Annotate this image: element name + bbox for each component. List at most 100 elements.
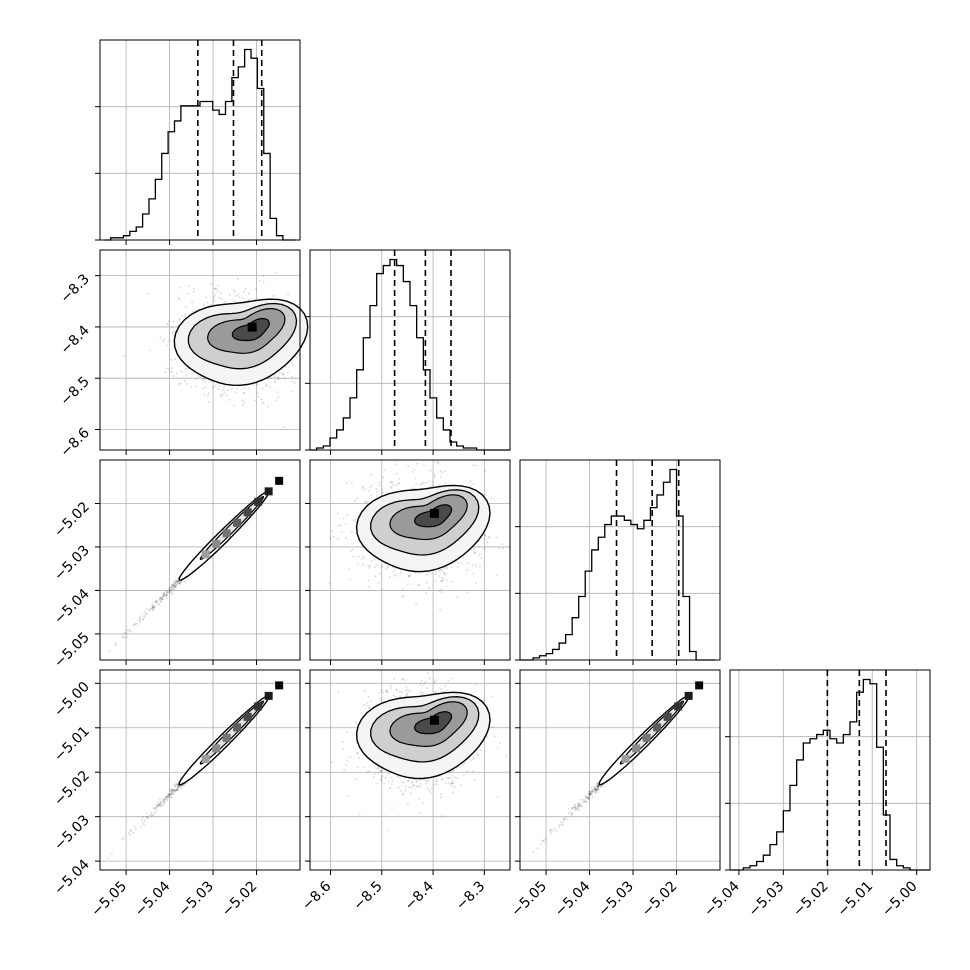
scatter-point [483,547,486,550]
scatter-point [165,590,168,593]
scatter-point [230,388,233,390]
scatter-point [191,310,194,313]
scatter-point [401,588,404,591]
scatter-point [438,590,441,592]
scatter-point [207,394,209,397]
scatter-point [375,494,378,497]
scatter-point [285,366,288,368]
scatter-point [265,385,268,387]
scatter-point [207,391,210,394]
scatter-point [123,632,126,634]
scatter-point [215,288,218,290]
scatter-point [123,354,126,357]
scatter-point [186,578,189,581]
scatter-point [145,812,148,815]
scatter-point [425,581,428,584]
scatter-point [368,567,371,569]
density-cell [275,476,284,485]
density-cell [233,518,242,527]
scatter-point [168,591,171,594]
scatter-point [397,482,400,485]
scatter-point [228,294,231,297]
histogram-step-3 [730,678,930,871]
scatter-point [417,583,420,586]
scatter-point [364,488,367,491]
scatter-point [166,322,169,325]
scatter-point [247,292,250,295]
scatter-point [175,582,178,585]
scatter-point [337,524,340,527]
scatter-point [362,563,365,566]
scatter-point [381,488,384,491]
scatter-point [174,585,176,588]
scatter-point [122,837,125,840]
scatter-point [166,597,169,600]
scatter-point [125,632,128,635]
scatter-point [225,394,228,397]
scatter-point [348,568,350,571]
scatter-point [291,363,294,366]
scatter-point [261,387,264,390]
scatter-point [179,382,182,385]
scatter-point [344,522,347,525]
scatter-point [180,787,183,790]
scatter-point [235,387,238,390]
scatter-point [472,464,475,467]
scatter-point [440,471,443,474]
scatter-point [242,290,245,293]
scatter-point [394,463,397,466]
scatter-point [336,512,339,515]
scatter-point [362,555,365,558]
scatter-point [175,584,178,587]
histogram-step-1 [310,258,510,451]
scatter-point [165,367,168,370]
scatter-point [187,285,190,287]
scatter-point [262,274,265,277]
scatter-point [331,530,334,533]
scatter-point [339,524,342,527]
scatter-point [224,300,227,303]
scatter-point [274,271,277,274]
scatter-point [152,606,155,609]
scatter-point [443,470,446,472]
scatter-point [177,383,180,386]
scatter-point [184,368,187,370]
histogram-step-0 [104,48,296,241]
scatter-point [219,393,222,396]
scatter-point [217,388,220,390]
scatter-point [371,484,374,487]
scatter-point [490,497,493,500]
scatter-point [368,489,371,492]
scatter-point [434,580,437,582]
scatter-point [194,385,197,388]
scatter-point [399,572,402,575]
scatter-point [357,562,360,565]
scatter-point [172,587,175,590]
scatter-point [171,588,174,591]
scatter-point [434,573,437,576]
scatter-point [206,301,209,304]
scatter-point [248,298,251,301]
scatter-point [220,395,223,398]
scatter-point [495,573,498,576]
scatter-point [217,284,220,287]
scatter-point [174,580,177,583]
scatter-point [253,399,256,402]
scatter-point [213,287,216,290]
scatter-point [425,592,427,595]
scatter-point [388,575,391,578]
scatter-point [155,600,158,603]
scatter-point [212,296,215,298]
scatter-point [332,535,335,538]
histogram-step-2 [520,468,716,661]
scatter-point [222,388,225,391]
scatter-point [114,644,117,647]
scatter-point [125,636,128,639]
scatter-point [205,296,208,299]
scatter-point [395,484,398,487]
scatter-point [171,583,174,586]
scatter-point [155,600,158,603]
scatter-point [365,501,368,504]
scatter-point [473,547,476,550]
scatter-point [466,569,469,572]
